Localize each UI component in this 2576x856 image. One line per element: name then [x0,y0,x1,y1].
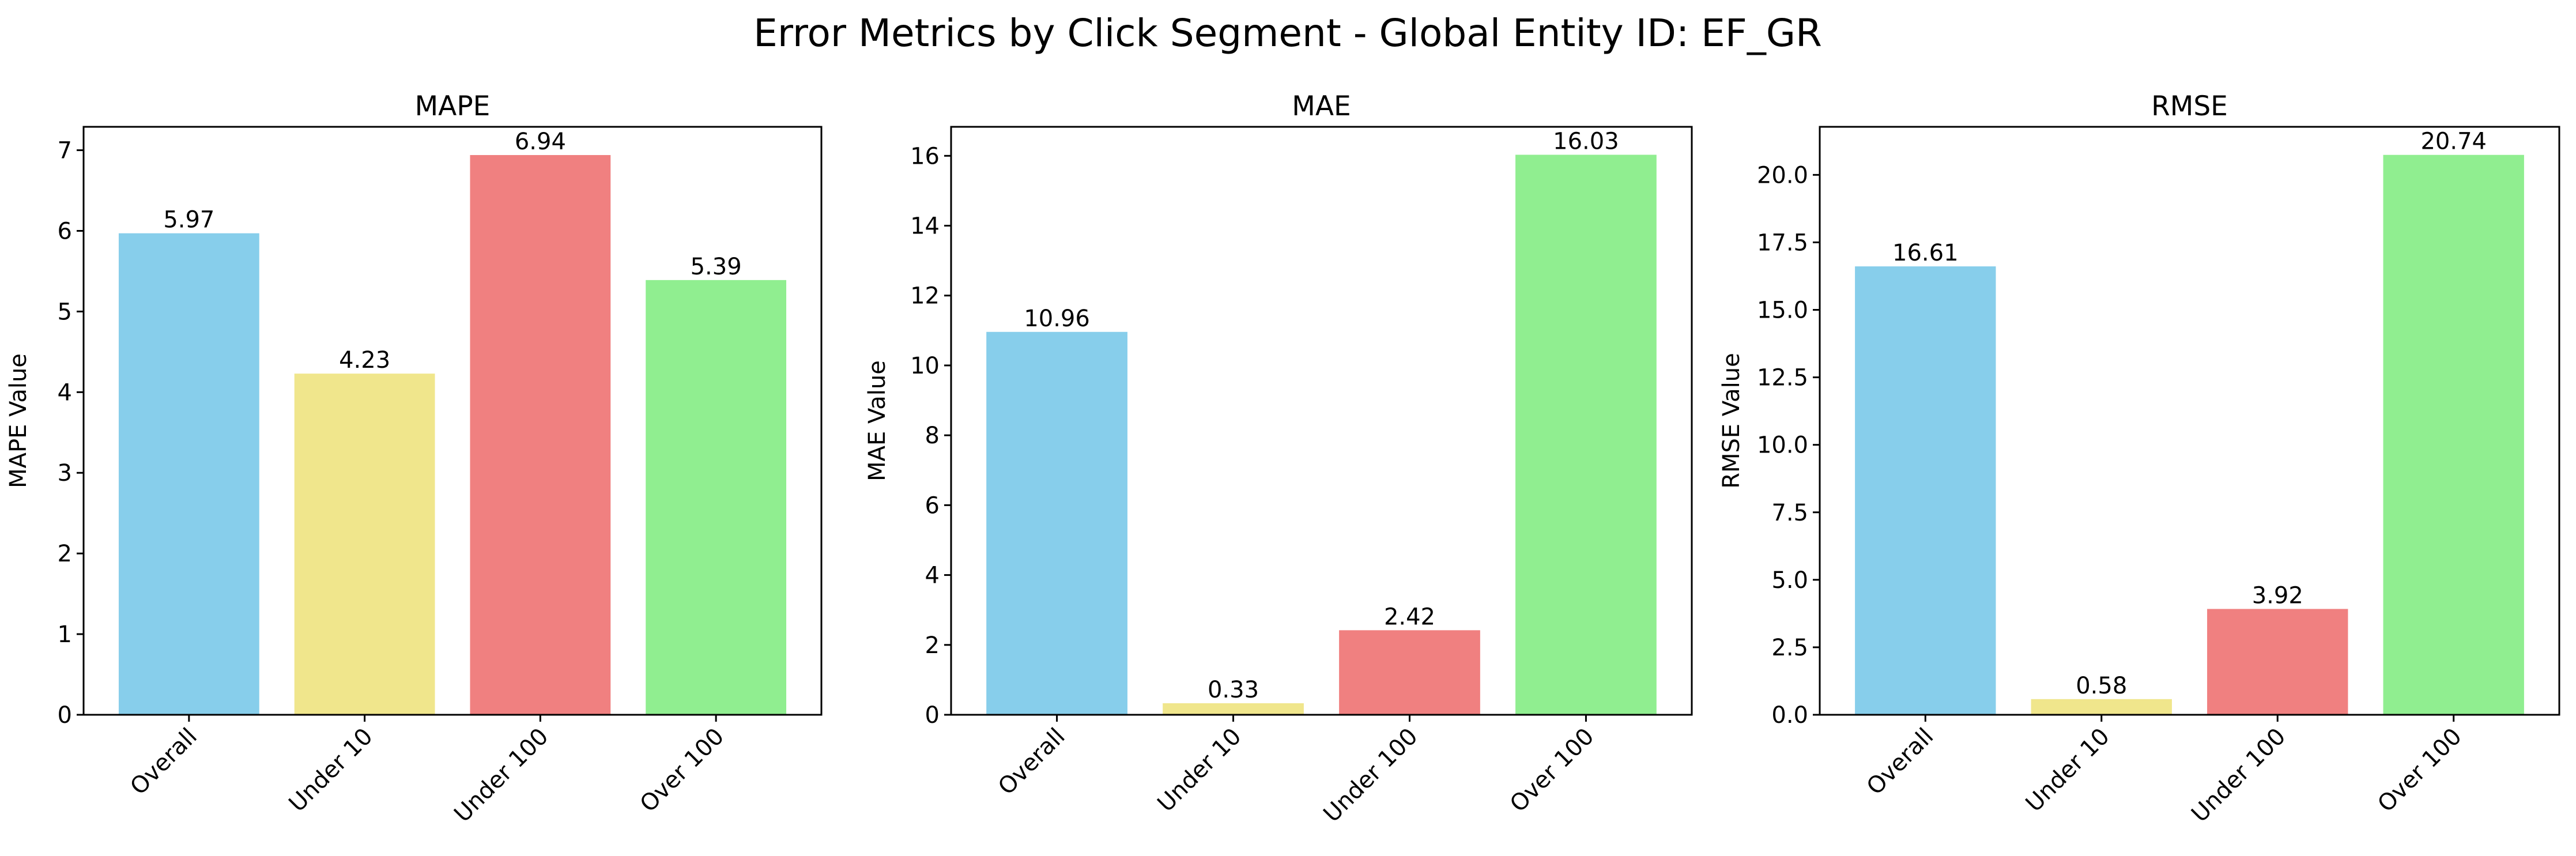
bar-over-100 [1515,154,1657,715]
bar-under-100 [470,154,611,715]
y-tick-label: 10.0 [1757,432,1808,459]
data-label: 5.39 [691,254,742,280]
axes-frame [1819,126,2560,716]
panel-title: MAE [1292,90,1351,122]
y-tick-label: 7 [58,138,72,164]
bar-over-100 [646,280,787,715]
bar-overall [986,331,1127,715]
y-axis-label: MAPE Value [5,353,32,488]
y-tick-label: 2 [925,632,940,659]
y-tick-label: 7.5 [1771,500,1808,526]
bar-under-10 [1163,703,1304,715]
axes-frame [82,126,823,716]
axes-frame [950,126,1693,716]
y-tick-label: 20.0 [1757,162,1808,188]
bar-over-100 [2383,154,2524,715]
bar-under-10 [2031,699,2172,715]
bar-overall [118,233,259,715]
y-tick-label: 17.5 [1757,229,1808,256]
bar-under-100 [2207,609,2348,715]
data-label: 3.92 [2252,582,2303,609]
y-tick-label: 15.0 [1757,297,1808,324]
data-label: 0.33 [1208,677,1259,703]
data-label: 16.61 [1892,240,1959,266]
y-tick-label: 2 [58,541,72,567]
bar-under-100 [1339,630,1480,715]
data-label: 20.74 [2420,129,2487,155]
y-tick-label: 6 [58,218,72,244]
panel-title: RMSE [2151,90,2228,122]
data-label: 6.94 [515,129,566,155]
data-label: 10.96 [1024,306,1090,332]
panel-title: MAPE [415,90,491,122]
y-tick-label: 14 [910,213,940,240]
y-tick-label: 5.0 [1771,567,1808,594]
figure-title: Error Metrics by Click Segment - Global … [753,11,1822,55]
bar-under-10 [294,374,435,715]
y-tick-label: 16 [910,143,940,169]
y-tick-label: 0 [925,702,940,729]
y-tick-label: 8 [925,423,940,449]
y-tick-label: 3 [58,460,72,487]
y-tick-label: 6 [925,492,940,519]
data-label: 2.42 [1384,604,1435,630]
y-tick-label: 4 [925,563,940,589]
y-axis-label: MAE Value [864,360,891,481]
data-label: 5.97 [163,207,214,233]
y-tick-label: 0 [58,702,72,729]
y-tick-label: 12 [910,283,940,310]
y-tick-label: 4 [58,379,72,406]
chart-panel-rmse: 16.61 0.58 3.92 20.74 0.0 2.5 5.0 7.5 10.0 12.5 15… [1718,90,2560,828]
y-tick-label: 1 [58,621,72,648]
y-tick-label: 10 [910,353,940,379]
y-tick-label: 12.5 [1757,365,1808,391]
data-label: 16.03 [1553,128,1619,154]
bar-overall [1855,266,1996,715]
y-axis-label: RMSE Value [1718,353,1745,489]
data-label: 4.23 [339,347,390,374]
y-tick-label: 5 [58,299,72,325]
y-tick-label: 0.0 [1771,702,1808,729]
data-label: 0.58 [2076,673,2127,699]
y-tick-label: 2.5 [1771,635,1808,661]
